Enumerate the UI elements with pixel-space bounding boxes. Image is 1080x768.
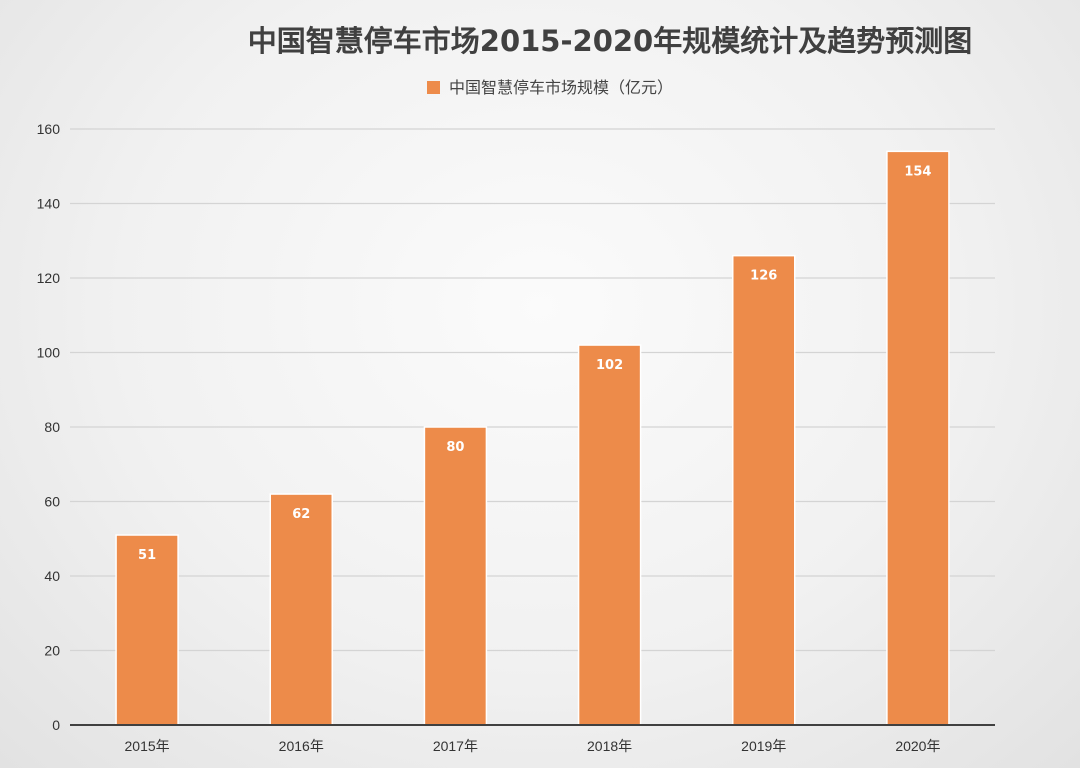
chart-title: 中国智慧停车市场2015-2020年规模统计及趋势预测图 xyxy=(248,24,972,58)
data-label: 80 xyxy=(446,440,464,455)
data-label: 62 xyxy=(292,507,310,522)
y-tick-label: 60 xyxy=(44,494,60,510)
bar xyxy=(115,534,179,726)
bar xyxy=(577,344,642,726)
bar xyxy=(423,426,488,726)
y-axis-ticks: 0 20 40 60 80 100 120 140 160 xyxy=(37,121,61,733)
y-tick-label: 100 xyxy=(37,345,61,361)
y-tick-label: 40 xyxy=(44,568,60,584)
data-label: 126 xyxy=(750,269,777,284)
x-tick-label: 2016年 xyxy=(279,738,324,754)
bars: 51 62 80 102 126 154 xyxy=(115,150,950,726)
bar xyxy=(732,254,796,726)
y-tick-label: 80 xyxy=(44,419,60,435)
y-tick-label: 140 xyxy=(37,196,61,212)
x-tick-label: 2018年 xyxy=(587,738,632,754)
bar xyxy=(886,150,950,726)
x-tick-label: 2015年 xyxy=(125,738,170,754)
legend: 中国智慧停车市场规模（亿元） xyxy=(427,78,673,97)
y-tick-label: 160 xyxy=(37,121,61,137)
data-label: 51 xyxy=(138,548,156,563)
gridlines xyxy=(70,128,995,652)
data-label: 154 xyxy=(904,164,931,179)
data-label: 102 xyxy=(596,358,623,373)
x-tick-label: 2019年 xyxy=(741,738,786,754)
legend-label: 中国智慧停车市场规模（亿元） xyxy=(449,78,673,97)
y-tick-label: 120 xyxy=(37,270,61,286)
legend-swatch xyxy=(427,81,440,94)
x-axis-ticks: 2015年 2016年 2017年 2018年 2019年 2020年 xyxy=(125,738,941,754)
x-tick-label: 2017年 xyxy=(433,738,478,754)
x-tick-label: 2020年 xyxy=(895,738,940,754)
y-tick-label: 0 xyxy=(52,717,60,733)
bar xyxy=(269,493,333,726)
y-tick-label: 20 xyxy=(44,643,60,659)
